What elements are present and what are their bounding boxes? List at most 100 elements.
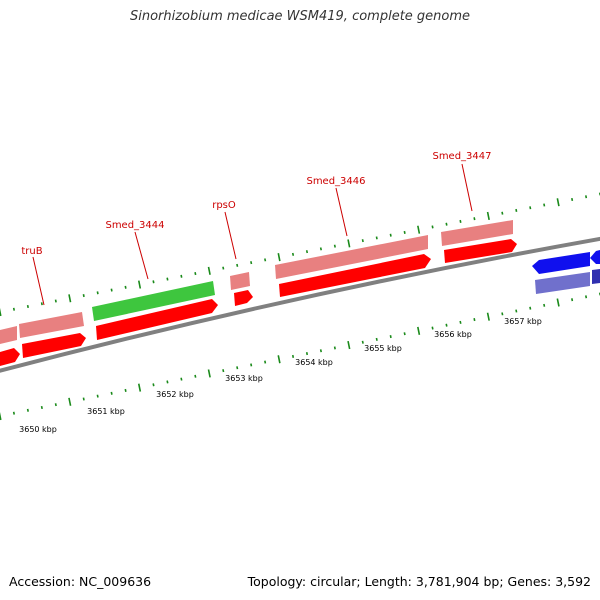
forward-gene-track [0,220,513,344]
tick-mark [571,197,574,202]
tick-mark [207,266,211,275]
tick-mark [417,225,421,234]
tick-mark [486,211,490,221]
tick-mark [236,366,239,370]
cds-arrow[interactable] [22,333,86,358]
tick-mark [501,312,504,316]
tick-mark [222,266,225,270]
cds-arrow[interactable] [532,252,590,274]
tick-mark [333,346,336,350]
scale-tick-marks [0,292,600,421]
tick-mark [515,309,518,313]
tick-mark [347,239,351,248]
cds-arrow[interactable] [444,239,517,263]
kbp-labels: 3650 kbp 3651 kbp 3652 kbp 3653 kbp 3654… [19,317,542,434]
tick-mark [250,261,253,265]
gene-label[interactable]: Smed_3447 [432,151,491,162]
tick-mark [0,411,2,421]
tick-mark [417,326,421,335]
tick-mark [68,294,72,303]
tick-mark [124,388,127,392]
tick-mark [529,206,532,210]
tick-mark [584,195,588,199]
gene-label[interactable]: rpsO [212,200,236,211]
tick-mark [222,369,225,373]
kbp-label: 3654 kbp [295,358,333,367]
tick-mark [207,369,211,378]
tick-mark [361,340,364,344]
tick-mark [180,377,183,381]
tick-mark [556,198,560,207]
tick-mark [264,258,267,262]
tick-mark [12,411,16,415]
tick-mark [166,380,169,384]
tick-mark [529,306,532,310]
tick-mark [431,326,434,330]
map-title: Sinorhizobium medicae WSM419, complete g… [129,9,471,24]
label-leaders [32,163,473,306]
tick-mark [277,355,281,364]
reverse-cds-track [532,250,600,274]
tick-mark [459,320,462,324]
tick-mark [26,408,29,412]
topology-text: Topology: circular; Length: 3,781,904 bp… [247,574,591,589]
tick-mark [54,403,57,407]
tick-mark [26,304,29,309]
tick-mark [180,274,183,278]
tick-mark [571,298,574,302]
cds-arrow[interactable] [96,299,218,340]
tick-mark [501,211,504,215]
tick-mark [137,383,142,392]
gene-bar[interactable] [275,235,428,279]
tick-mark [152,280,155,284]
tick-mark [250,363,253,367]
cds-arrow[interactable] [590,250,600,264]
tick-mark [194,374,197,378]
tick-mark [291,354,295,358]
tick-mark [431,225,434,229]
tick-mark [12,307,16,311]
kbp-label: 3657 kbp [504,317,542,326]
tick-mark [277,253,281,262]
tick-mark [361,239,364,243]
tick-mark [445,222,448,226]
tick-mark [543,203,546,207]
gene-bar[interactable] [0,326,17,344]
tick-mark [264,360,267,364]
tick-mark [110,288,113,292]
cds-arrow[interactable] [234,290,253,306]
tick-mark [152,383,155,387]
gene-bar[interactable] [230,272,250,290]
kbp-label: 3650 kbp [19,425,57,434]
tick-mark [375,236,378,240]
gene-bar[interactable] [441,220,513,246]
gene-bar[interactable] [535,272,590,294]
tick-mark [137,280,142,289]
gene-bar[interactable] [19,312,84,338]
tick-mark [486,312,490,321]
gene-label[interactable]: Smed_3444 [105,220,164,231]
kbp-label: 3656 kbp [434,330,472,339]
tick-mark [375,337,378,341]
tick-mark [82,397,85,401]
tick-mark [389,335,392,339]
tick-mark [347,340,351,350]
tick-mark [473,318,476,322]
tick-mark [40,405,43,410]
cds-arrow[interactable] [279,254,431,297]
tick-mark [82,294,85,298]
kbp-label: 3653 kbp [225,374,263,383]
kbp-label: 3651 kbp [87,407,125,416]
tick-mark [389,233,392,237]
gene-label[interactable]: Smed_3446 [306,176,365,187]
tick-mark [291,252,295,256]
rna-gene-bar[interactable] [92,281,215,321]
tick-mark [96,291,99,295]
tick-mark [166,277,169,281]
kbp-label: 3655 kbp [364,344,402,353]
gene-bar[interactable] [592,269,600,284]
cds-arrow[interactable] [0,348,20,366]
tick-mark [305,250,309,254]
gene-label[interactable]: truB [21,246,42,257]
tick-mark [110,391,113,395]
